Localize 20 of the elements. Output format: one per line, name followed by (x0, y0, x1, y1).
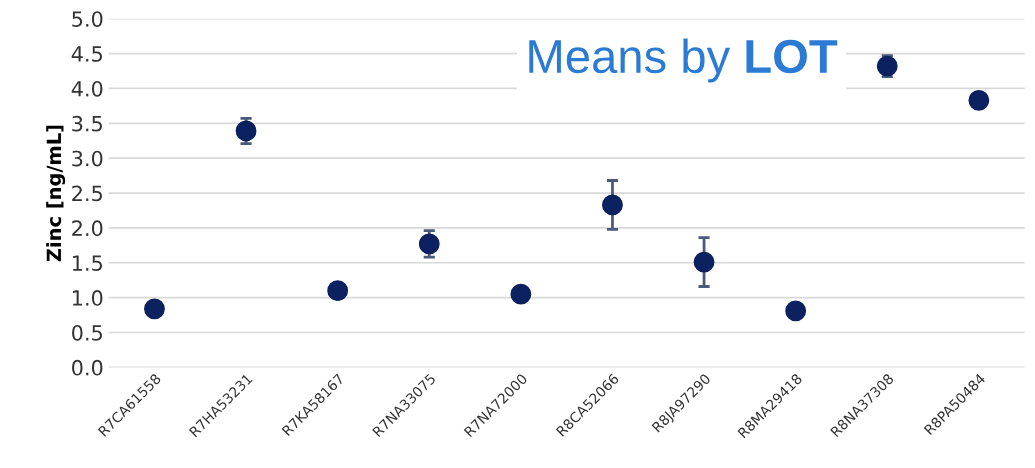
point (327, 280, 349, 302)
y-tick-label: 2.0 (72, 220, 103, 237)
point (693, 251, 715, 273)
y-tick-label: 0.5 (72, 324, 102, 341)
y-tick-label: 3.5 (72, 115, 102, 132)
point (602, 194, 623, 216)
y-tick-label: 2.5 (72, 185, 102, 202)
y-tick-label: 3.0 (72, 150, 103, 167)
y-tick-label: 5.0 (72, 11, 103, 27)
point (785, 300, 807, 322)
point (510, 283, 532, 305)
point (144, 298, 165, 320)
y-tick-label: 0.0 (72, 359, 103, 376)
point (968, 89, 990, 111)
y-tick-label: 4.0 (71, 80, 103, 97)
y-tick-label: 1.0 (72, 290, 103, 306)
y-tick-label: 4.5 (71, 46, 102, 62)
chart-title: Means by LOT (529, 38, 838, 83)
y-axis-title: Zinc [ng/mL] (46, 125, 66, 262)
y-tick-label: 1.5 (72, 255, 102, 271)
